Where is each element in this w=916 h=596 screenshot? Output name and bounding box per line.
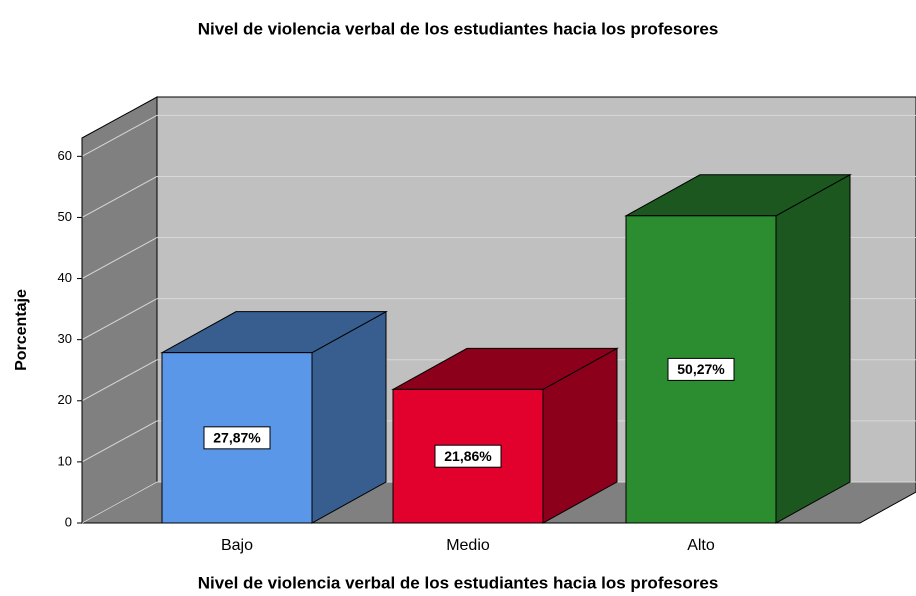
grid-line [81, 420, 158, 463]
value-label: 50,27% [677, 361, 725, 377]
side-wall [81, 96, 158, 524]
y-tick-label: 60 [58, 148, 72, 163]
grid-line [81, 359, 158, 402]
chart-title: Nivel de violencia verbal de los estudia… [198, 19, 719, 38]
bar-side [775, 173, 851, 524]
grid-line [81, 114, 158, 157]
y-tick-label: 10 [58, 453, 72, 468]
x-axis-label: Nivel de violencia verbal de los estudia… [198, 573, 719, 592]
value-label: 21,86% [444, 448, 492, 464]
value-label-box [203, 426, 271, 450]
grid-line [81, 298, 158, 341]
value-label-box [434, 444, 502, 468]
x-tick-label: Bajo [221, 537, 253, 554]
x-tick-label: Medio [446, 537, 490, 554]
grid-line [81, 481, 158, 524]
grid-line [81, 237, 158, 279]
grid-line [81, 176, 158, 218]
value-label: 27,87% [213, 430, 261, 446]
bar [625, 215, 777, 524]
value-label-box [667, 357, 735, 381]
y-tick-label: 50 [58, 209, 72, 224]
x-tick-label: Alto [687, 537, 715, 554]
y-tick-label: 40 [58, 270, 72, 285]
y-tick-label: 20 [58, 392, 72, 407]
y-axis-label: Porcentaje [13, 289, 30, 371]
y-tick-label: 30 [58, 331, 72, 346]
y-tick-label: 0 [65, 514, 72, 529]
